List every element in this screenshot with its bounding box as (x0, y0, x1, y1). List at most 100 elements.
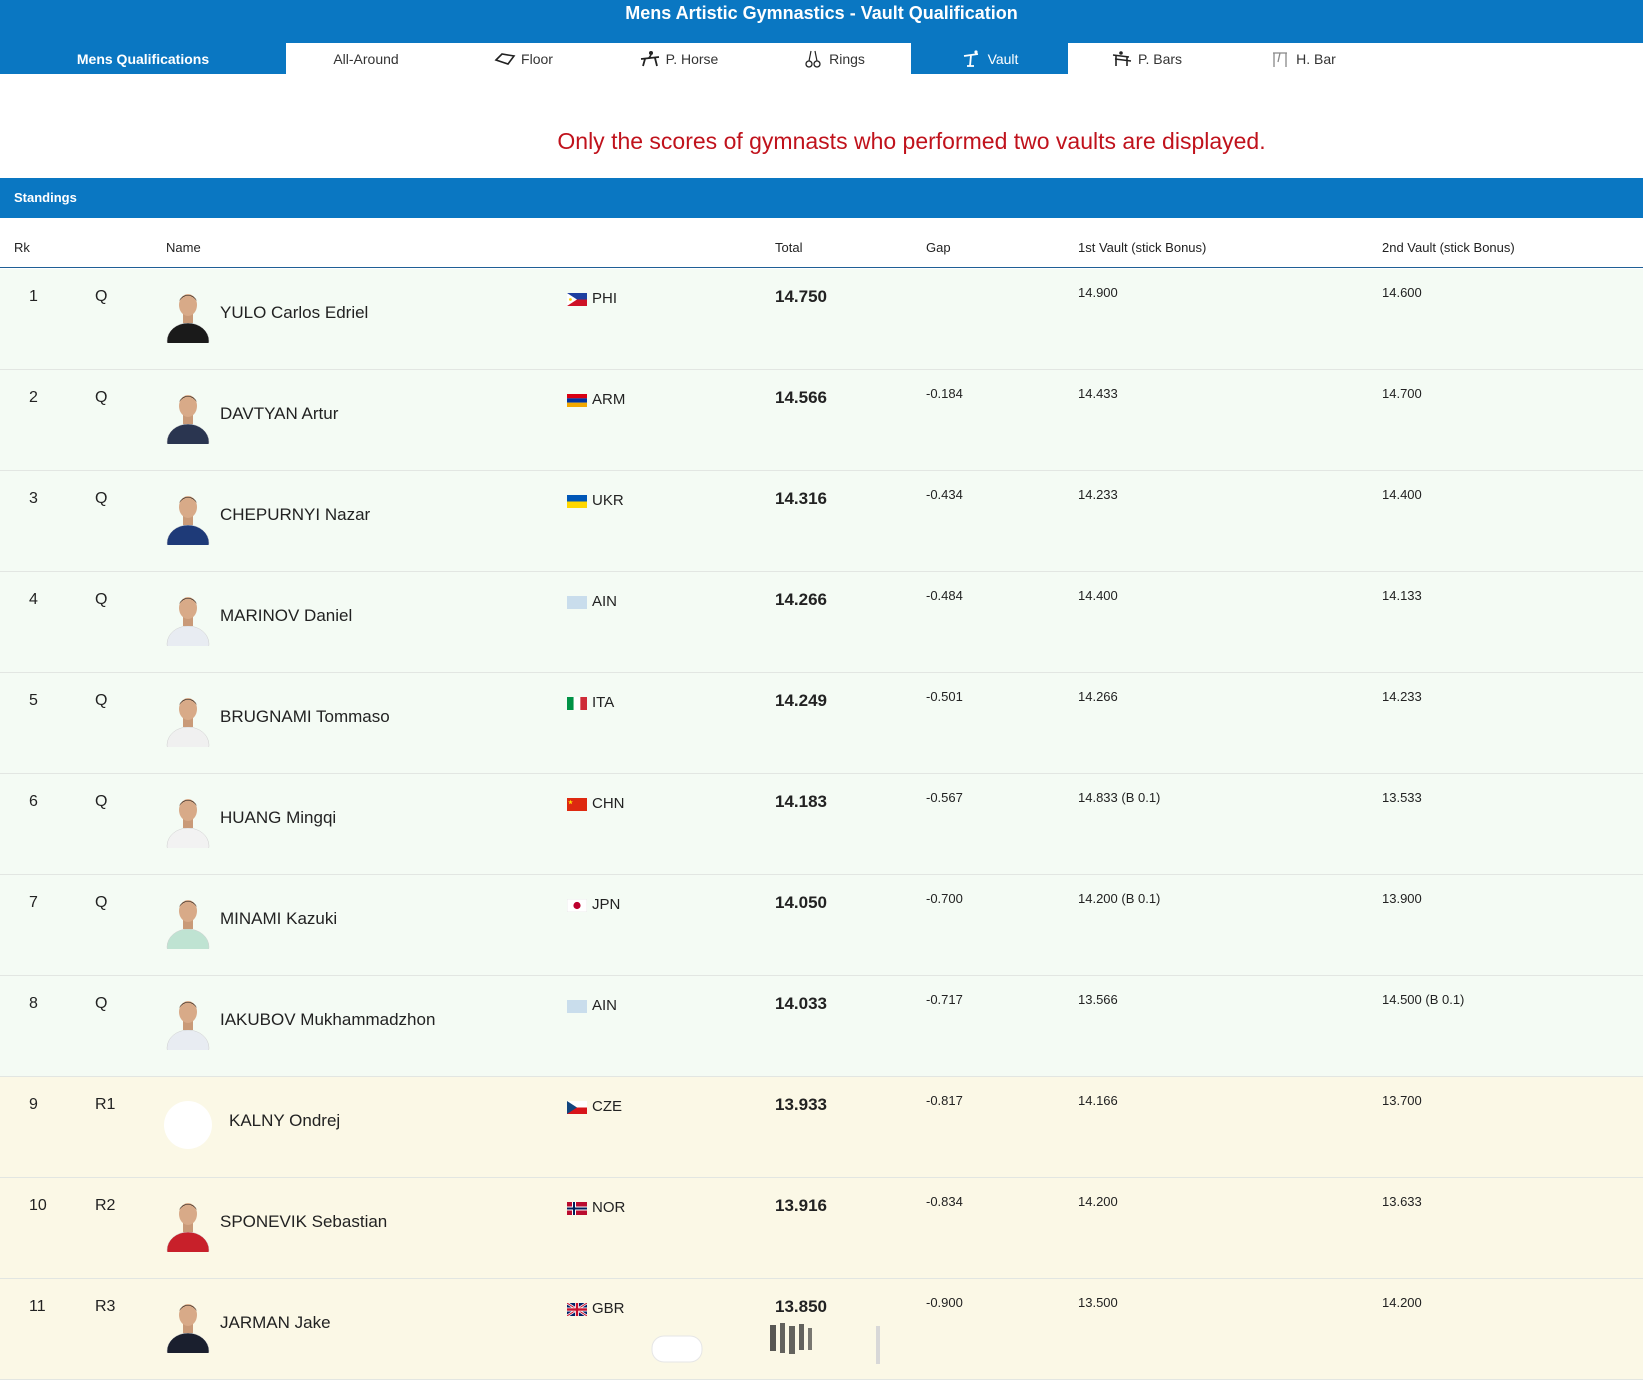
table-row[interactable]: 4 Q MARINOV Daniel AIN 14.266 -0.484 14.400 14.… (0, 572, 1643, 673)
avatar (164, 893, 212, 949)
table-row[interactable]: 9 R1 KALNY Ondrej CZE 13.933 -0.817 14.166 13.7… (0, 1077, 1643, 1178)
rank: 11 (29, 1298, 46, 1315)
tab-high-bar[interactable]: H. Bar (1225, 43, 1380, 74)
gap-value: -0.717 (926, 992, 963, 1007)
qualification-status: Q (95, 288, 108, 305)
noc-code: JPN (592, 896, 621, 913)
flag-icon (567, 1000, 587, 1013)
athlete-name[interactable]: IAKUBOV Mukhammadzhon (220, 1010, 436, 1029)
gap-value: -0.484 (926, 588, 963, 603)
first-vault-score: 14.400 (1078, 588, 1118, 603)
scroll-overlay-artifact (651, 1323, 880, 1364)
rank: 9 (29, 1096, 38, 1113)
qualification-status: Q (95, 591, 108, 608)
athlete-name[interactable]: BRUGNAMI Tommaso (220, 707, 390, 726)
first-vault-score: 13.566 (1078, 992, 1118, 1007)
flag-icon (567, 1101, 587, 1114)
apparatus-tabs: Mens Qualifications All-Around Floor P. … (0, 43, 1643, 74)
gap-value: -0.567 (926, 790, 963, 805)
noc-code: NOR (592, 1199, 626, 1216)
athlete-name[interactable]: JARMAN Jake (220, 1313, 331, 1332)
gap-value: -0.834 (926, 1194, 963, 1209)
first-vault-score: 14.433 (1078, 386, 1118, 401)
table-row[interactable]: 11 R3 JARMAN Jake GBR 13.850 -0.900 13.500 14.2… (0, 1279, 1643, 1380)
tab-rings[interactable]: Rings (756, 43, 911, 74)
second-vault-score: 13.633 (1382, 1194, 1422, 1209)
table-row[interactable]: 8 Q IAKUBOV Mukhammadzhon AIN 14.033 -0.717 13… (0, 976, 1643, 1077)
total-score: 13.850 (775, 1297, 827, 1316)
tab-all-around[interactable]: All-Around (286, 43, 446, 74)
tab-floor[interactable]: Floor (446, 43, 601, 74)
second-vault-score: 14.700 (1382, 386, 1422, 401)
noc-code: ITA (592, 694, 615, 711)
noc-code: CZE (592, 1098, 622, 1115)
total-score: 14.316 (775, 489, 827, 508)
noc-code: GBR (592, 1300, 625, 1317)
second-vault-score: 13.700 (1382, 1093, 1422, 1108)
qualification-status: Q (95, 692, 108, 709)
table-row[interactable]: 1 Q YULO Carlos Edriel PHI 14.750 14.900 14.60… (0, 269, 1643, 370)
athlete-name[interactable]: YULO Carlos Edriel (220, 303, 369, 322)
section-title: Standings (14, 190, 77, 205)
first-vault-score: 14.200 (1078, 1194, 1118, 1209)
standings-table: 1 Q YULO Carlos Edriel PHI 14.750 14.900 14.60… (0, 269, 1643, 1380)
athlete-name[interactable]: SPONEVIK Sebastian (220, 1212, 388, 1231)
vault-icon (961, 49, 983, 68)
avatar (164, 691, 212, 747)
col-2nd-vault: 2nd Vault (stick Bonus) (1382, 240, 1515, 255)
table-row[interactable]: 7 Q MINAMI Kazuki JPN 14.050 -0.700 14.200 (B … (0, 875, 1643, 976)
gap-value: -0.700 (926, 891, 963, 906)
qualification-status: Q (95, 995, 108, 1012)
first-vault-score: 14.833 (B 0.1) (1078, 790, 1161, 805)
tab-label: Mens Qualifications (76, 50, 210, 67)
table-row[interactable]: 10 R2 SPONEVIK Sebastian NOR 13.916 -0.834 14.… (0, 1178, 1643, 1279)
tab-label: Vault (987, 50, 1019, 67)
first-vault-score: 14.266 (1078, 689, 1118, 704)
athlete-name[interactable]: DAVTYAN Artur (220, 404, 339, 423)
avatar (164, 792, 212, 848)
athlete-name[interactable]: CHEPURNYI Nazar (220, 505, 371, 524)
second-vault-score: 13.533 (1382, 790, 1422, 805)
tab-parallel-bars[interactable]: P. Bars (1068, 43, 1225, 74)
table-row[interactable]: 3 Q CHEPURNYI Nazar UKR 14.316 -0.434 14.233 14… (0, 471, 1643, 572)
flag-icon (567, 596, 587, 609)
col-total: Total (775, 240, 803, 255)
table-row[interactable]: 2 Q DAVTYAN Artur ARM 14.566 -0.184 14.433 14.7… (0, 370, 1643, 471)
second-vault-score: 14.400 (1382, 487, 1422, 502)
noc-code: AIN (592, 593, 618, 610)
table-header: Rk Name Total Gap 1st Vault (stick Bonus… (0, 218, 1643, 268)
rings-icon (802, 50, 824, 68)
total-score: 13.933 (775, 1095, 827, 1114)
total-score: 14.750 (775, 287, 827, 306)
flag-icon (567, 798, 587, 811)
rank: 3 (29, 490, 38, 507)
flag-icon (567, 697, 587, 710)
athlete-name[interactable]: KALNY Ondrej (229, 1111, 341, 1130)
gap-value: -0.900 (926, 1295, 963, 1310)
second-vault-score: 14.200 (1382, 1295, 1422, 1310)
rank: 2 (29, 389, 38, 406)
first-vault-score: 13.500 (1078, 1295, 1118, 1310)
tab-pommel-horse[interactable]: P. Horse (601, 43, 756, 74)
noc-code: UKR (592, 492, 624, 509)
col-gap: Gap (926, 240, 951, 255)
first-vault-score: 14.166 (1078, 1093, 1118, 1108)
table-row[interactable]: 6 Q HUANG Mingqi CHN 14.183 -0.567 14.833 (B 0… (0, 774, 1643, 875)
page-header: Mens Artistic Gymnastics - Vault Qualifi… (0, 0, 1643, 43)
athlete-name[interactable]: HUANG Mingqi (220, 808, 337, 827)
noc-code: AIN (592, 997, 618, 1014)
table-row[interactable]: 5 Q BRUGNAMI Tommaso ITA 14.249 -0.501 14.266 1… (0, 673, 1643, 774)
qualification-status: Q (95, 389, 108, 406)
tab-mens-qualifications[interactable]: Mens Qualifications (0, 43, 286, 74)
tab-vault[interactable]: Vault (911, 43, 1068, 74)
qualification-status: R3 (95, 1298, 116, 1315)
avatar (164, 287, 212, 343)
qualification-status: Q (95, 490, 108, 507)
athlete-name[interactable]: MINAMI Kazuki (220, 909, 338, 928)
flag-icon (567, 394, 587, 407)
qualification-status: Q (95, 793, 108, 810)
avatar (164, 489, 212, 545)
athlete-name[interactable]: MARINOV Daniel (220, 606, 353, 625)
tab-label: Rings (829, 50, 865, 67)
page-title: Mens Artistic Gymnastics - Vault Qualifi… (625, 3, 1018, 23)
